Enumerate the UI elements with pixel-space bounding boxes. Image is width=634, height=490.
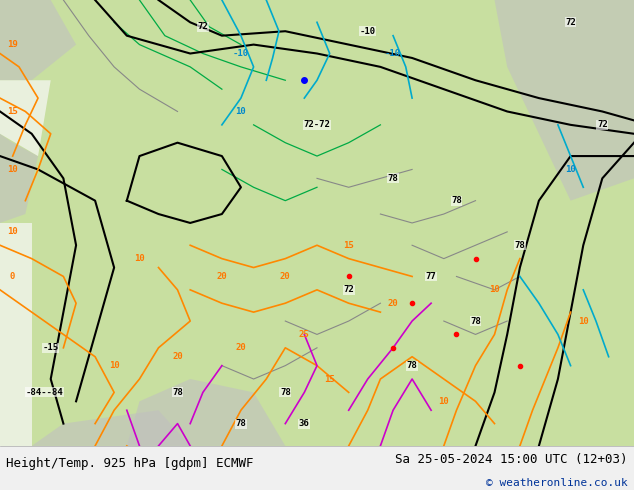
Text: 19: 19	[8, 40, 18, 49]
Text: 20: 20	[280, 272, 290, 281]
Text: 10: 10	[489, 285, 500, 294]
Text: 72: 72	[597, 121, 607, 129]
Text: 20: 20	[236, 343, 246, 352]
Text: 77: 77	[426, 272, 436, 281]
Text: 72: 72	[198, 22, 208, 31]
Polygon shape	[32, 410, 190, 446]
Text: -84--84: -84--84	[25, 388, 63, 397]
Text: 10: 10	[578, 317, 588, 325]
Text: 78: 78	[388, 174, 398, 183]
Text: 10: 10	[439, 397, 449, 406]
Text: 10: 10	[236, 107, 246, 116]
Polygon shape	[0, 223, 32, 446]
Text: 25: 25	[299, 330, 309, 339]
Polygon shape	[0, 80, 51, 156]
Text: 15: 15	[325, 374, 335, 384]
Text: 10: 10	[109, 361, 119, 370]
Polygon shape	[0, 0, 76, 80]
Polygon shape	[495, 0, 634, 201]
Text: Sa 25-05-2024 15:00 UTC (12+03): Sa 25-05-2024 15:00 UTC (12+03)	[395, 453, 628, 466]
Text: 78: 78	[280, 388, 290, 397]
Text: 78: 78	[515, 241, 525, 250]
Text: -15: -15	[42, 343, 59, 352]
Text: 78: 78	[407, 361, 417, 370]
Text: 72: 72	[566, 18, 576, 27]
Text: -10: -10	[233, 49, 249, 58]
Text: 78: 78	[451, 196, 462, 205]
Text: 0: 0	[10, 272, 15, 281]
Text: 20: 20	[217, 272, 227, 281]
Text: 20: 20	[172, 352, 183, 361]
Polygon shape	[0, 134, 38, 223]
Text: 78: 78	[172, 388, 183, 397]
Text: 78: 78	[236, 419, 246, 428]
Text: © weatheronline.co.uk: © weatheronline.co.uk	[486, 478, 628, 489]
Text: 20: 20	[388, 299, 398, 308]
Text: 72-72: 72-72	[304, 121, 330, 129]
Text: 10: 10	[8, 165, 18, 174]
Text: 10: 10	[134, 254, 145, 263]
Text: -10: -10	[385, 49, 401, 58]
Text: 15: 15	[344, 241, 354, 250]
Text: 36: 36	[299, 419, 309, 428]
Text: 10: 10	[8, 227, 18, 236]
Polygon shape	[127, 379, 285, 446]
Text: 78: 78	[470, 317, 481, 325]
Text: 10: 10	[566, 165, 576, 174]
Text: Height/Temp. 925 hPa [gdpm] ECMWF: Height/Temp. 925 hPa [gdpm] ECMWF	[6, 457, 254, 470]
Text: 15: 15	[8, 107, 18, 116]
Text: 72: 72	[344, 285, 354, 294]
Text: -10: -10	[359, 27, 376, 36]
